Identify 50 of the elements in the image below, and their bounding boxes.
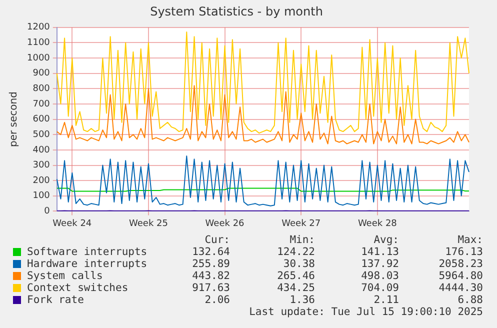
- y-axis-title: per second: [8, 92, 20, 148]
- text: 4444.30: [438, 282, 483, 294]
- text: 124.22: [276, 246, 315, 258]
- text: 498.03: [360, 270, 399, 282]
- x-tick-label: Week 26: [205, 218, 245, 229]
- y-tick-label: 600: [32, 114, 50, 125]
- text: 1.36: [288, 294, 315, 306]
- legend-label: Software interrupts: [27, 246, 148, 258]
- y-tick-label: 400: [32, 145, 50, 156]
- text: 176.13: [444, 246, 483, 258]
- x-tick-label: Week 24: [52, 218, 92, 229]
- chart-title: System Statistics - by month: [150, 4, 323, 18]
- text: 2.06: [204, 294, 230, 306]
- legend-label: Context switches: [27, 282, 128, 294]
- y-tick-label: 200: [32, 176, 50, 186]
- y-tick-label: 100: [32, 191, 50, 202]
- text: Last update: Tue Jul 15 19:00:10 2025: [249, 306, 483, 318]
- y-tick-label: 1000: [27, 53, 50, 64]
- text: 30.38: [282, 258, 315, 270]
- text: Max:: [456, 234, 483, 246]
- y-tick-label: 900: [32, 68, 50, 79]
- text: 132.64: [191, 246, 230, 258]
- legend-label: System calls: [27, 270, 103, 282]
- y-tick-label: 300: [32, 160, 50, 171]
- text: 2.11: [372, 294, 399, 306]
- text: 137.92: [360, 258, 399, 270]
- text: 704.09: [360, 282, 399, 294]
- x-tick-label: Week 25: [128, 218, 168, 229]
- y-tick-label: 1100: [27, 38, 50, 48]
- text: 443.82: [191, 270, 230, 282]
- y-tick-label: 500: [32, 130, 50, 140]
- x-tick-label: Week 27: [282, 218, 321, 229]
- legend-label: Hardware interrupts: [27, 258, 148, 270]
- text: 917.63: [191, 282, 230, 294]
- text: Avg:: [372, 234, 399, 246]
- legend-label: Fork rate: [27, 294, 84, 306]
- text: 265.46: [276, 270, 315, 282]
- y-tick-label: 700: [32, 99, 50, 110]
- text: 5964.80: [438, 270, 483, 282]
- text: Min:: [288, 234, 315, 246]
- text: 255.89: [191, 258, 230, 270]
- text: Cur:: [204, 234, 230, 246]
- text: 6.88: [456, 294, 483, 306]
- text: 434.25: [276, 282, 315, 294]
- y-tick-label: 1200: [27, 22, 50, 33]
- y-tick-label: 0: [44, 206, 50, 217]
- y-tick-label: 800: [32, 84, 50, 94]
- text: 141.13: [360, 246, 399, 258]
- x-tick-label: Week 28: [358, 218, 398, 229]
- text: 2058.23: [438, 258, 483, 270]
